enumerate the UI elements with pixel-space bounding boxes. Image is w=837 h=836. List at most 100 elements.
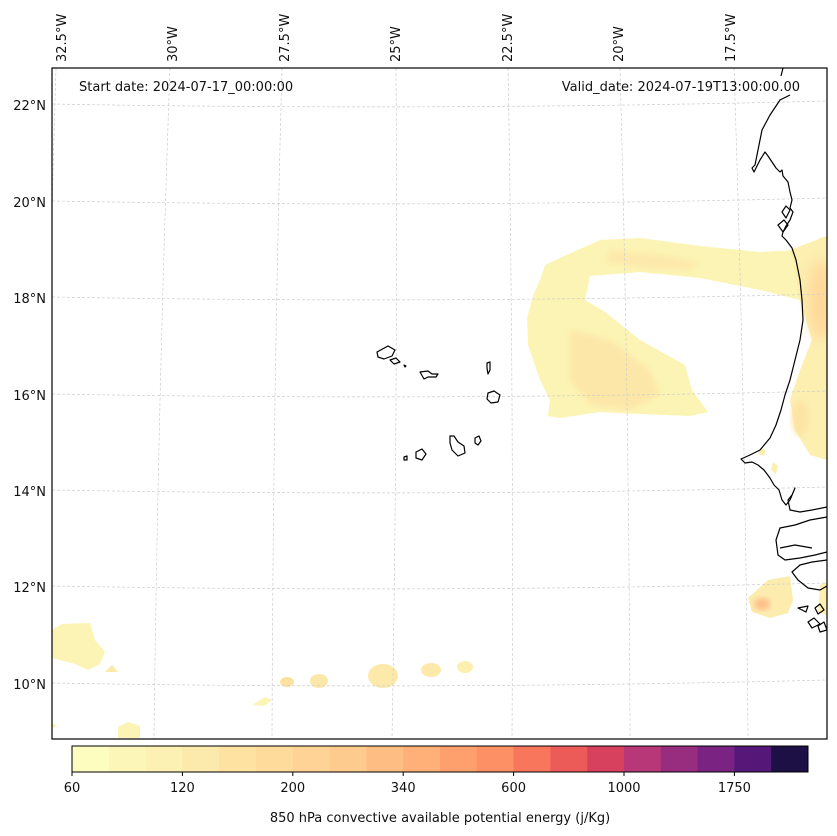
island-santa-luzia [403, 364, 407, 368]
colorbar-bin [734, 746, 772, 772]
cape-cell [368, 664, 398, 688]
colorbar-bins [72, 746, 809, 772]
map-frame [51, 67, 828, 740]
colorbar-bin [292, 746, 331, 772]
island-brava [403, 455, 408, 461]
island-santo-antao [376, 345, 396, 360]
meridian-line [507, 68, 513, 739]
colorbar-tick-label: 120 [170, 781, 195, 796]
latitude-labels: 22°N 20°N 18°N 16°N 14°N 12°N 10°N [13, 99, 46, 693]
cape-cell [421, 663, 441, 677]
map-background [52, 68, 827, 739]
lat-label: 16°N [13, 389, 46, 404]
colorbar-frame [71, 745, 809, 773]
colorbar-label: 850 hPa convective available potential e… [270, 811, 610, 826]
colorbar-bin [771, 746, 809, 772]
colorbar-bin [440, 746, 478, 772]
colorbar-bin [587, 746, 625, 772]
graticule [52, 68, 827, 739]
cape-region-guinea-core [754, 598, 770, 610]
cape-region-sw-1 [52, 623, 105, 670]
colorbar-bin [108, 746, 147, 772]
colorbar-bin [145, 746, 183, 772]
lat-label: 14°N [13, 485, 46, 500]
parallel-line [52, 100, 827, 108]
meridian-line [391, 68, 397, 739]
cape-region-arc-core [570, 330, 660, 410]
colorbar: 60 120 200 340 600 1000 1750 850 hPa convectiv… [64, 745, 809, 826]
colorbar-bin [476, 746, 515, 772]
lon-label: 17.5°W [724, 14, 739, 62]
lon-label: 25°W [389, 26, 404, 62]
map-panel: Start date: 2024-07-17_00:00:00 Valid_da… [13, 14, 828, 740]
cape-speck [771, 462, 778, 474]
colorbar-tick-label: 340 [391, 781, 416, 796]
colorbar-tick-label: 1000 [607, 781, 640, 796]
colorbar-tick-label: 200 [280, 781, 305, 796]
meridian-line [271, 68, 283, 739]
lat-label: 10°N [13, 678, 46, 693]
colorbar-bin [366, 746, 404, 772]
island-sao-nicolau [419, 370, 439, 380]
colorbar-bin [660, 746, 699, 772]
meridian-line [153, 68, 171, 739]
colorbar-tick-label: 1750 [718, 781, 751, 796]
cape-cell [52, 722, 57, 728]
cape-region-coast-south [792, 400, 808, 436]
island-santiago [449, 435, 466, 457]
valid-date-label: Valid_date: 2024-07-19T13:00:00.00 [562, 80, 800, 95]
cape-cell [310, 674, 328, 688]
colorbar-bin [697, 746, 735, 772]
colorbar-bin [403, 746, 441, 772]
cape-cell [252, 697, 272, 706]
start-date-label: Start date: 2024-07-17_00:00:00 [79, 80, 293, 95]
parallel-line [52, 679, 827, 687]
lat-label: 22°N [13, 99, 46, 114]
meridian-line [619, 68, 631, 739]
colorbar-tick-label: 600 [501, 781, 526, 796]
island-maio [474, 435, 482, 446]
lon-label: 20°W [612, 26, 627, 62]
cape-shading [52, 236, 827, 738]
lat-label: 12°N [13, 581, 46, 596]
lon-label: 22.5°W [501, 14, 516, 62]
parallel-line [52, 390, 827, 398]
parallel-line [52, 486, 827, 494]
cape-cell [280, 677, 294, 687]
cape-cell [105, 665, 118, 672]
coastlines [376, 68, 827, 633]
lat-label: 18°N [13, 292, 46, 307]
coastline-guinea-bissau [791, 559, 827, 633]
colorbar-bin [256, 746, 294, 772]
coastline-gambia [775, 516, 827, 561]
parallel-line [52, 197, 827, 205]
colorbar-bin [219, 746, 257, 772]
colorbar-bin [182, 746, 220, 772]
colorbar-bin [550, 746, 588, 772]
colorbar-bin [72, 746, 110, 772]
parallel-line [52, 293, 827, 301]
island-sao-vicente [389, 357, 401, 365]
cape-cell [457, 661, 473, 673]
island-sal [486, 361, 491, 375]
colorbar-ticks: 60 120 200 340 600 1000 1750 [64, 772, 751, 796]
lat-label: 20°N [13, 196, 46, 211]
parallel-line [52, 582, 827, 590]
cape-cell [118, 722, 140, 738]
island-fogo [415, 448, 427, 461]
lon-label: 27.5°W [278, 14, 293, 62]
cape-region-arc-north [605, 250, 700, 270]
coastline-mauritania-bays [777, 205, 791, 233]
cape-region-coast-core [808, 260, 827, 340]
meridian-line [733, 68, 749, 739]
island-boa-vista [486, 390, 501, 404]
longitude-labels: 32.5°W 30°W 27.5°W 25°W 22.5°W 20°W 17.5… [55, 14, 739, 62]
colorbar-bin [513, 746, 551, 772]
lon-label: 32.5°W [55, 14, 70, 62]
colorbar-bin [624, 746, 662, 772]
lon-label: 30°W [166, 26, 181, 62]
coastline-mauritania-north [740, 68, 827, 513]
colorbar-tick-label: 60 [64, 781, 81, 796]
colorbar-bin [329, 746, 367, 772]
